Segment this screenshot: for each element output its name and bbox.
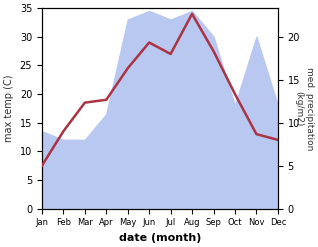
Y-axis label: med. precipitation
(kg/m2): med. precipitation (kg/m2) xyxy=(294,67,314,150)
Y-axis label: max temp (C): max temp (C) xyxy=(4,75,14,142)
X-axis label: date (month): date (month) xyxy=(119,233,201,243)
